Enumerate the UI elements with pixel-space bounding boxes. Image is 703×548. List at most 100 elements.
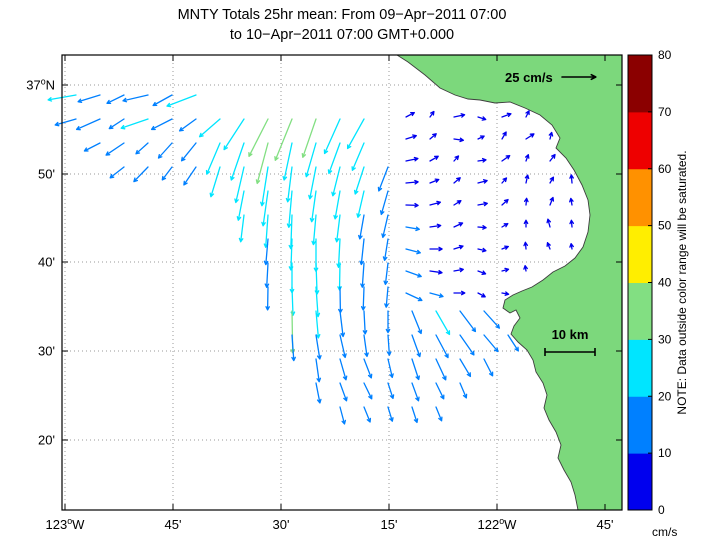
current-vector bbox=[315, 358, 322, 383]
axes: 123oW 45' 30' 15' 122oW 45' 37oN 50' 40' 30' 20' bbox=[26, 54, 623, 532]
current-vector bbox=[429, 110, 435, 118]
current-vector bbox=[83, 142, 101, 152]
current-vector bbox=[453, 200, 462, 206]
current-vector bbox=[429, 246, 443, 252]
current-vector bbox=[405, 292, 423, 302]
current-vector bbox=[166, 94, 197, 108]
current-vector bbox=[183, 166, 197, 186]
colorbar-tick-label: 70 bbox=[658, 105, 672, 119]
current-vector bbox=[315, 382, 322, 404]
current-vector bbox=[501, 131, 507, 140]
current-vector bbox=[429, 292, 444, 298]
current-vector bbox=[548, 131, 554, 140]
current-vector bbox=[304, 142, 317, 178]
x-tick-label: 15' bbox=[381, 517, 398, 532]
current-vector bbox=[501, 291, 510, 296]
current-vectors bbox=[47, 94, 575, 425]
y-tick-label: 30' bbox=[38, 344, 55, 359]
current-vector bbox=[353, 166, 365, 195]
current-vector bbox=[384, 286, 389, 308]
current-vector bbox=[569, 197, 574, 206]
current-vector bbox=[363, 382, 373, 400]
current-vector bbox=[122, 94, 149, 103]
current-vector bbox=[405, 134, 417, 140]
colorbar-tick-label: 80 bbox=[658, 48, 672, 62]
current-vector bbox=[524, 154, 530, 162]
current-vector bbox=[546, 218, 552, 228]
current-vector bbox=[363, 358, 373, 379]
current-vector bbox=[230, 142, 245, 181]
current-vector bbox=[339, 406, 347, 425]
current-vector bbox=[569, 174, 574, 184]
current-vector bbox=[152, 94, 173, 107]
colorbar-tick-label: 10 bbox=[658, 446, 672, 460]
colorbar-note: NOTE: Data outside color range will be s… bbox=[675, 150, 689, 414]
current-vector bbox=[501, 245, 509, 250]
reference-arrow bbox=[561, 73, 597, 81]
colorbar-tick-label: 50 bbox=[658, 219, 672, 233]
current-vector bbox=[405, 179, 419, 185]
current-vector bbox=[429, 269, 443, 275]
current-vector bbox=[501, 177, 508, 184]
current-vector bbox=[327, 142, 341, 175]
plot-title-line2: to 10−Apr−2011 07:00 GMT+0.000 bbox=[229, 27, 455, 43]
current-vector bbox=[77, 94, 101, 104]
current-vector bbox=[264, 262, 270, 288]
current-vector bbox=[291, 334, 296, 362]
current-vector bbox=[435, 406, 443, 422]
current-vector bbox=[453, 113, 466, 118]
current-vector bbox=[429, 223, 442, 229]
current-vector bbox=[180, 142, 197, 162]
current-vector bbox=[501, 267, 510, 273]
colorbar-units-label: cm/s bbox=[652, 525, 677, 539]
x-tick-label: 122oW bbox=[478, 516, 518, 532]
current-vector bbox=[477, 247, 487, 253]
current-vector bbox=[459, 310, 477, 333]
colorbar-tick-label: 60 bbox=[658, 162, 672, 176]
current-vector bbox=[507, 334, 519, 352]
current-vector bbox=[274, 118, 293, 161]
plot-title: MNTY Totals 25hr mean: From 09−Apr−2011 … bbox=[62, 5, 622, 45]
current-vector bbox=[360, 286, 366, 311]
current-vector bbox=[523, 219, 529, 228]
x-tick-label: 45' bbox=[597, 517, 614, 532]
current-vector bbox=[549, 153, 556, 162]
current-vector bbox=[569, 243, 574, 250]
current-vector bbox=[377, 166, 389, 192]
current-vector bbox=[75, 118, 101, 131]
current-vector bbox=[525, 110, 530, 118]
current-vector bbox=[338, 286, 343, 314]
current-vector bbox=[523, 265, 528, 272]
current-vector bbox=[429, 200, 442, 206]
current-vector bbox=[477, 116, 487, 121]
current-vector bbox=[331, 166, 341, 197]
current-vector bbox=[501, 154, 511, 162]
current-vector bbox=[405, 226, 420, 232]
current-vector bbox=[362, 310, 368, 335]
current-vector bbox=[108, 118, 125, 130]
current-vector bbox=[477, 292, 486, 298]
current-vector bbox=[429, 155, 439, 162]
plot-title-line1: MNTY Totals 25hr mean: From 09−Apr−2011 … bbox=[177, 7, 507, 23]
current-vector bbox=[238, 214, 245, 243]
current-vector bbox=[265, 286, 270, 311]
current-vector bbox=[135, 142, 149, 155]
current-vector bbox=[453, 155, 460, 162]
current-vector bbox=[286, 190, 293, 228]
current-vector bbox=[106, 94, 125, 105]
current-vector bbox=[405, 270, 422, 278]
scale-bar-label: 10 km bbox=[552, 327, 589, 342]
current-vector bbox=[525, 133, 535, 140]
current-vector bbox=[339, 382, 348, 402]
current-vector bbox=[234, 166, 245, 204]
x-tick-label: 45' bbox=[165, 517, 182, 532]
current-vector bbox=[315, 310, 321, 339]
current-vector bbox=[546, 242, 551, 250]
current-vector bbox=[260, 166, 269, 207]
current-vector bbox=[453, 244, 464, 250]
current-vector bbox=[429, 178, 440, 184]
y-tick-label: 50' bbox=[38, 167, 55, 182]
current-vector bbox=[501, 112, 512, 118]
